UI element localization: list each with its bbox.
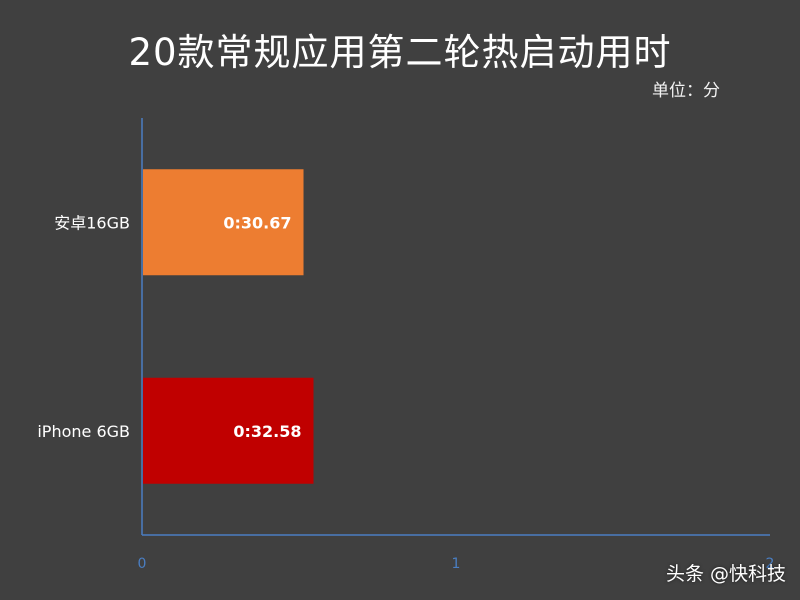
data-label: 0:30.67 [223,213,291,232]
data-label: 0:32.58 [233,422,301,441]
watermark: 头条 @快科技 [665,563,786,585]
chart-title: 20款常规应用第二轮热启动用时 [128,31,672,74]
unit-label: 单位：分 [652,81,720,101]
category-label: iPhone 6GB [37,422,130,441]
x-tick-label: 2 [766,556,775,572]
x-tick-label: 1 [452,556,461,572]
category-label: 安卓16GB [54,213,130,232]
bar [143,169,304,276]
bar [143,377,314,484]
x-tick-label: 0 [138,556,147,572]
